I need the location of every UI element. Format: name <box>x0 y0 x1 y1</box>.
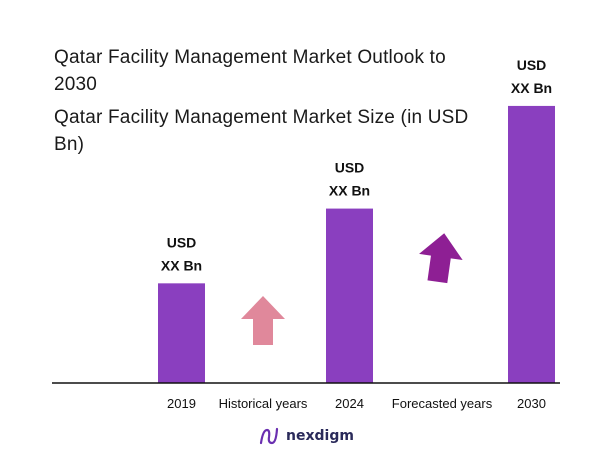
data-label-currency-2019: USD <box>167 234 197 250</box>
brand-logo: nexdigm <box>258 426 354 446</box>
brand-name: nexdigm <box>286 428 354 444</box>
annotation-label-forecasted: Forecasted years <box>392 396 493 411</box>
data-label-currency-2030: USD <box>517 57 547 73</box>
tick-label-2030: 2030 <box>517 396 546 411</box>
nexdigm-logo-icon <box>259 427 279 445</box>
data-label-value-2019: XX Bn <box>161 257 202 273</box>
forecasted-arrow-shape <box>419 233 463 284</box>
annotation-label-historical: Historical years <box>219 396 308 411</box>
tick-label-2024: 2024 <box>335 396 364 411</box>
data-label-value-2024: XX Bn <box>329 183 370 199</box>
chart-subtitle: Qatar Facility Management Market Size (i… <box>54 107 469 155</box>
bar-2024 <box>326 208 373 383</box>
bar-2030 <box>508 105 555 383</box>
bar-2019 <box>158 283 205 383</box>
data-label-value-2030: XX Bn <box>511 80 552 96</box>
forecasted-arrow-icon <box>419 233 463 284</box>
chart-title: Qatar Facility Management Market Outlook… <box>54 47 446 95</box>
tick-label-2019: 2019 <box>167 396 196 411</box>
historical-arrow-icon <box>241 296 285 345</box>
data-label-currency-2024: USD <box>335 160 365 176</box>
